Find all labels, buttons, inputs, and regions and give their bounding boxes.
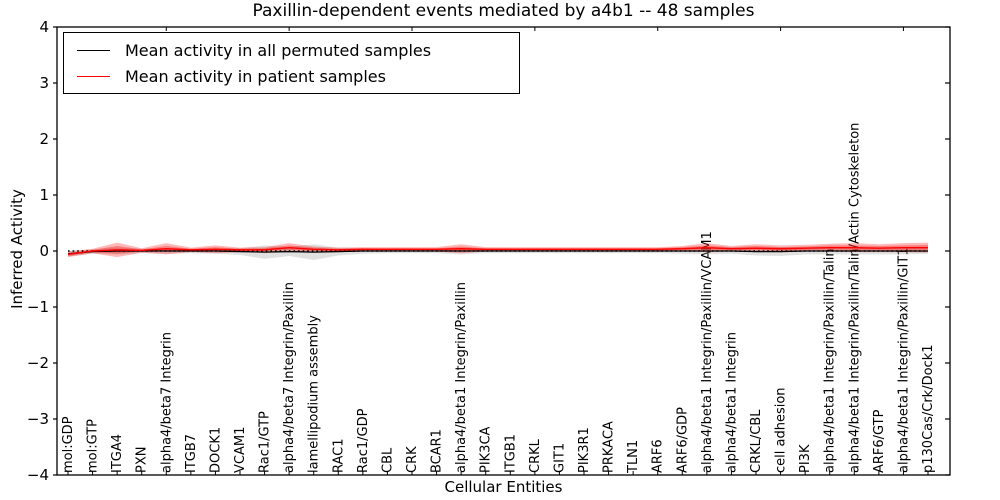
x-tick-label: PIK3CA xyxy=(479,426,494,473)
y-tick-label: −1 xyxy=(27,298,49,316)
y-tick-label: 2 xyxy=(39,130,49,148)
x-tick-label: alpha4/beta7 Integrin xyxy=(159,332,174,473)
y-tick-label: −2 xyxy=(27,354,49,372)
legend-item-patient: Mean activity in patient samples xyxy=(77,67,519,86)
y-tick-label: 0 xyxy=(39,242,49,260)
x-tick-label: CRK xyxy=(405,446,420,473)
x-tick-label: lamellipodium assembly xyxy=(307,315,322,473)
y-tick-label: −3 xyxy=(27,410,49,428)
x-tick-label: alpha4/beta1 Integrin/Paxillin/VCAM1 xyxy=(700,231,715,473)
y-axis-label: Inferred Activity xyxy=(8,189,26,309)
legend-label-patient: Mean activity in patient samples xyxy=(125,66,386,86)
x-tick-label: alpha4/beta1 Integrin/Paxillin/Talin xyxy=(823,248,838,473)
x-tick-label: mol:GDP xyxy=(61,416,76,473)
x-tick-label: DOCK1 xyxy=(208,427,223,473)
y-tick-label: 1 xyxy=(39,186,49,204)
x-axis-label: Cellular Entities xyxy=(444,478,563,496)
x-tick-label: PI3K xyxy=(798,444,813,473)
x-tick-label: alpha4/beta1 Integrin/Paxillin/Talin/Act… xyxy=(847,123,862,473)
x-tick-label: Rac1/GTP xyxy=(258,411,273,473)
x-tick-label: mol:GTP xyxy=(86,419,101,473)
legend-label-permuted: Mean activity in all permuted samples xyxy=(125,40,432,60)
x-tick-label: ITGB1 xyxy=(503,434,518,473)
x-tick-label: cell adhesion xyxy=(774,387,789,473)
chart-title: Paxillin-dependent events mediated by a4… xyxy=(252,1,755,21)
permuted-line-swatch xyxy=(77,49,110,51)
x-tick-label: ITGA4 xyxy=(110,434,125,473)
x-tick-label: p130Cas/Crk/Dock1 xyxy=(921,344,936,473)
x-tick-label: alpha4/beta1 Integrin xyxy=(724,332,739,473)
x-tick-label: ARF6/GDP xyxy=(675,407,690,473)
x-tick-label: alpha4/beta7 Integrin/Paxillin xyxy=(282,282,297,473)
y-tick-label: 4 xyxy=(39,18,49,36)
x-tick-label: BCAR1 xyxy=(430,429,445,473)
x-tick-label: CBL xyxy=(380,447,395,473)
x-tick-label: VCAM1 xyxy=(233,427,248,473)
x-tick-label: alpha4/beta1 Integrin/Paxillin xyxy=(454,282,469,473)
legend-item-permuted: Mean activity in all permuted samples xyxy=(77,41,519,60)
x-tick-label: ITGB7 xyxy=(184,434,199,473)
x-tick-label: PXN xyxy=(135,447,150,473)
y-tick-label: −4 xyxy=(27,466,49,484)
x-tick-label: PIK3R1 xyxy=(577,427,592,473)
patient-mean-line xyxy=(67,246,928,256)
x-tick-label: GIT1 xyxy=(552,443,567,473)
x-tick-label: ARF6/GTP xyxy=(872,409,887,473)
x-tick-label: RAC1 xyxy=(331,438,346,473)
x-tick-label: TLN1 xyxy=(626,440,641,474)
x-tick-label: ARF6 xyxy=(651,439,666,473)
x-tick-label: CRKL xyxy=(528,438,543,473)
x-tick-label: Rac1/GDP xyxy=(356,408,371,473)
y-tick-label: 3 xyxy=(39,74,49,92)
patient-line-swatch xyxy=(77,75,110,77)
legend: Mean activity in all permuted samples Me… xyxy=(63,32,520,94)
x-tick-label: PRKACA xyxy=(602,421,617,473)
x-tick-label: alpha4/beta1 Integrin/Paxillin/GIT1 xyxy=(896,247,911,473)
x-tick-label: CRKL/CBL xyxy=(749,409,764,473)
